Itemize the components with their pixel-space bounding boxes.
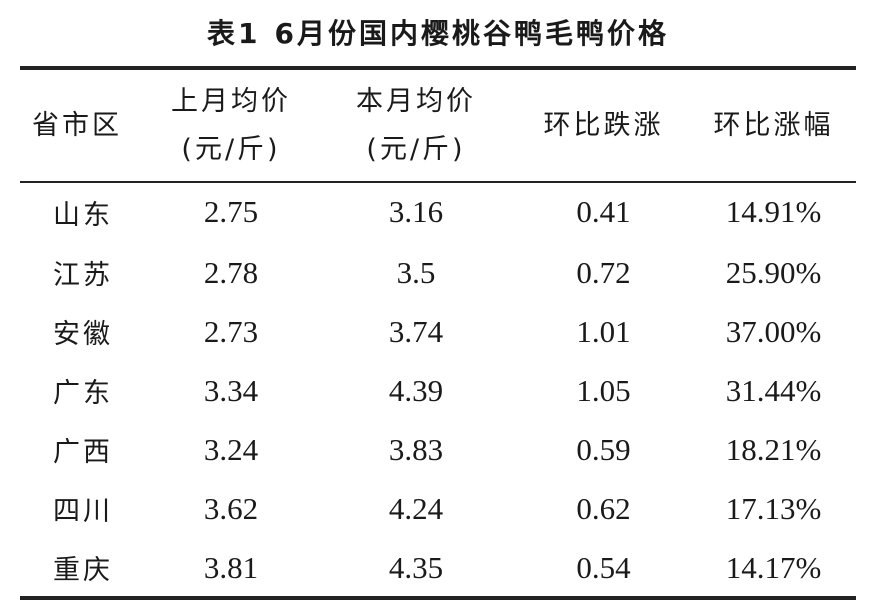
cell-change: 0.41 [576, 194, 631, 229]
table-row: 广东 3.34 4.39 1.05 31.44% [20, 361, 856, 420]
table-caption: 表1 6月份国内樱桃谷鸭毛鸭价格 [0, 14, 876, 54]
cell-region: 安徽 [53, 319, 113, 350]
cell-last-month: 3.24 [203, 431, 259, 467]
table-body: 山东 2.75 3.16 0.41 14.91% 江苏 2.78 3.5 0.7… [20, 181, 856, 597]
table-row: 广西 3.24 3.83 0.59 18.21% [20, 420, 856, 479]
cell-region: 广东 [53, 378, 113, 409]
cell-change: 0.62 [576, 490, 631, 526]
price-table: 省市区 上月均价 (元/斤) 本月均价 (元/斤) 环比跌涨 环比涨幅 山东 2… [20, 70, 856, 597]
header-this-month-label: 本月均价 [356, 85, 476, 117]
table-title: 6月份国内樱桃谷鸭毛鸭价格 [274, 17, 669, 50]
cell-this-month: 3.74 [388, 313, 444, 349]
header-region-label: 省市区 [32, 109, 122, 141]
cell-this-month: 3.83 [388, 431, 444, 467]
cell-change-pct: 18.21% [725, 431, 822, 467]
table-number: 表1 [207, 17, 261, 50]
header-change-label: 环比跌涨 [543, 109, 664, 141]
table-row: 安徽 2.73 3.74 1.01 37.00% [20, 302, 856, 361]
cell-last-month: 3.62 [203, 490, 259, 526]
header-rule [20, 181, 856, 183]
cell-this-month: 4.24 [388, 490, 444, 526]
cell-change: 0.72 [576, 254, 631, 290]
cell-last-month: 3.34 [203, 372, 259, 408]
cell-last-month: 2.73 [203, 313, 259, 349]
cell-this-month: 3.5 [396, 254, 436, 290]
cell-change: 1.01 [576, 313, 631, 349]
table-row: 山东 2.75 3.16 0.41 14.91% [20, 181, 856, 243]
table-row: 四川 3.62 4.24 0.62 17.13% [20, 479, 856, 538]
cell-region: 广西 [53, 437, 113, 468]
cell-this-month: 4.35 [388, 549, 444, 585]
cell-region: 四川 [53, 496, 113, 527]
header-region: 省市区 [20, 70, 146, 181]
header-this-month: 本月均价 (元/斤) [316, 70, 516, 181]
cell-change-pct: 14.91% [725, 194, 822, 229]
cell-this-month: 4.39 [388, 372, 444, 408]
cell-change-pct: 25.90% [725, 254, 822, 290]
cell-change-pct: 14.17% [725, 549, 822, 585]
header-last-month-unit: (元/斤) [181, 133, 281, 165]
cell-last-month: 2.78 [203, 254, 259, 290]
cell-region: 山东 [53, 199, 113, 231]
table-header: 省市区 上月均价 (元/斤) 本月均价 (元/斤) 环比跌涨 环比涨幅 [20, 70, 856, 181]
cell-change-pct: 17.13% [725, 490, 822, 526]
cell-change-pct: 37.00% [725, 313, 822, 349]
cell-region: 江苏 [53, 260, 113, 291]
bottom-rule [20, 596, 856, 600]
header-last-month: 上月均价 (元/斤) [146, 70, 316, 181]
cell-last-month: 3.81 [203, 549, 259, 585]
table-row: 重庆 3.81 4.35 0.54 14.17% [20, 538, 856, 597]
cell-change-pct: 31.44% [725, 372, 822, 408]
header-row: 省市区 上月均价 (元/斤) 本月均价 (元/斤) 环比跌涨 环比涨幅 [20, 70, 856, 181]
table-row: 江苏 2.78 3.5 0.72 25.90% [20, 243, 856, 302]
cell-region: 重庆 [53, 555, 113, 586]
header-change: 环比跌涨 [516, 70, 691, 181]
header-change-pct: 环比涨幅 [691, 70, 856, 181]
header-change-pct-label: 环比涨幅 [713, 109, 834, 141]
cell-last-month: 2.75 [203, 194, 259, 229]
cell-change: 0.59 [576, 431, 631, 467]
top-rule [20, 66, 856, 70]
cell-change: 1.05 [576, 372, 631, 408]
header-last-month-label: 上月均价 [171, 85, 291, 117]
cell-change: 0.54 [576, 549, 631, 585]
cell-this-month: 3.16 [388, 194, 444, 229]
header-this-month-unit: (元/斤) [366, 133, 466, 165]
